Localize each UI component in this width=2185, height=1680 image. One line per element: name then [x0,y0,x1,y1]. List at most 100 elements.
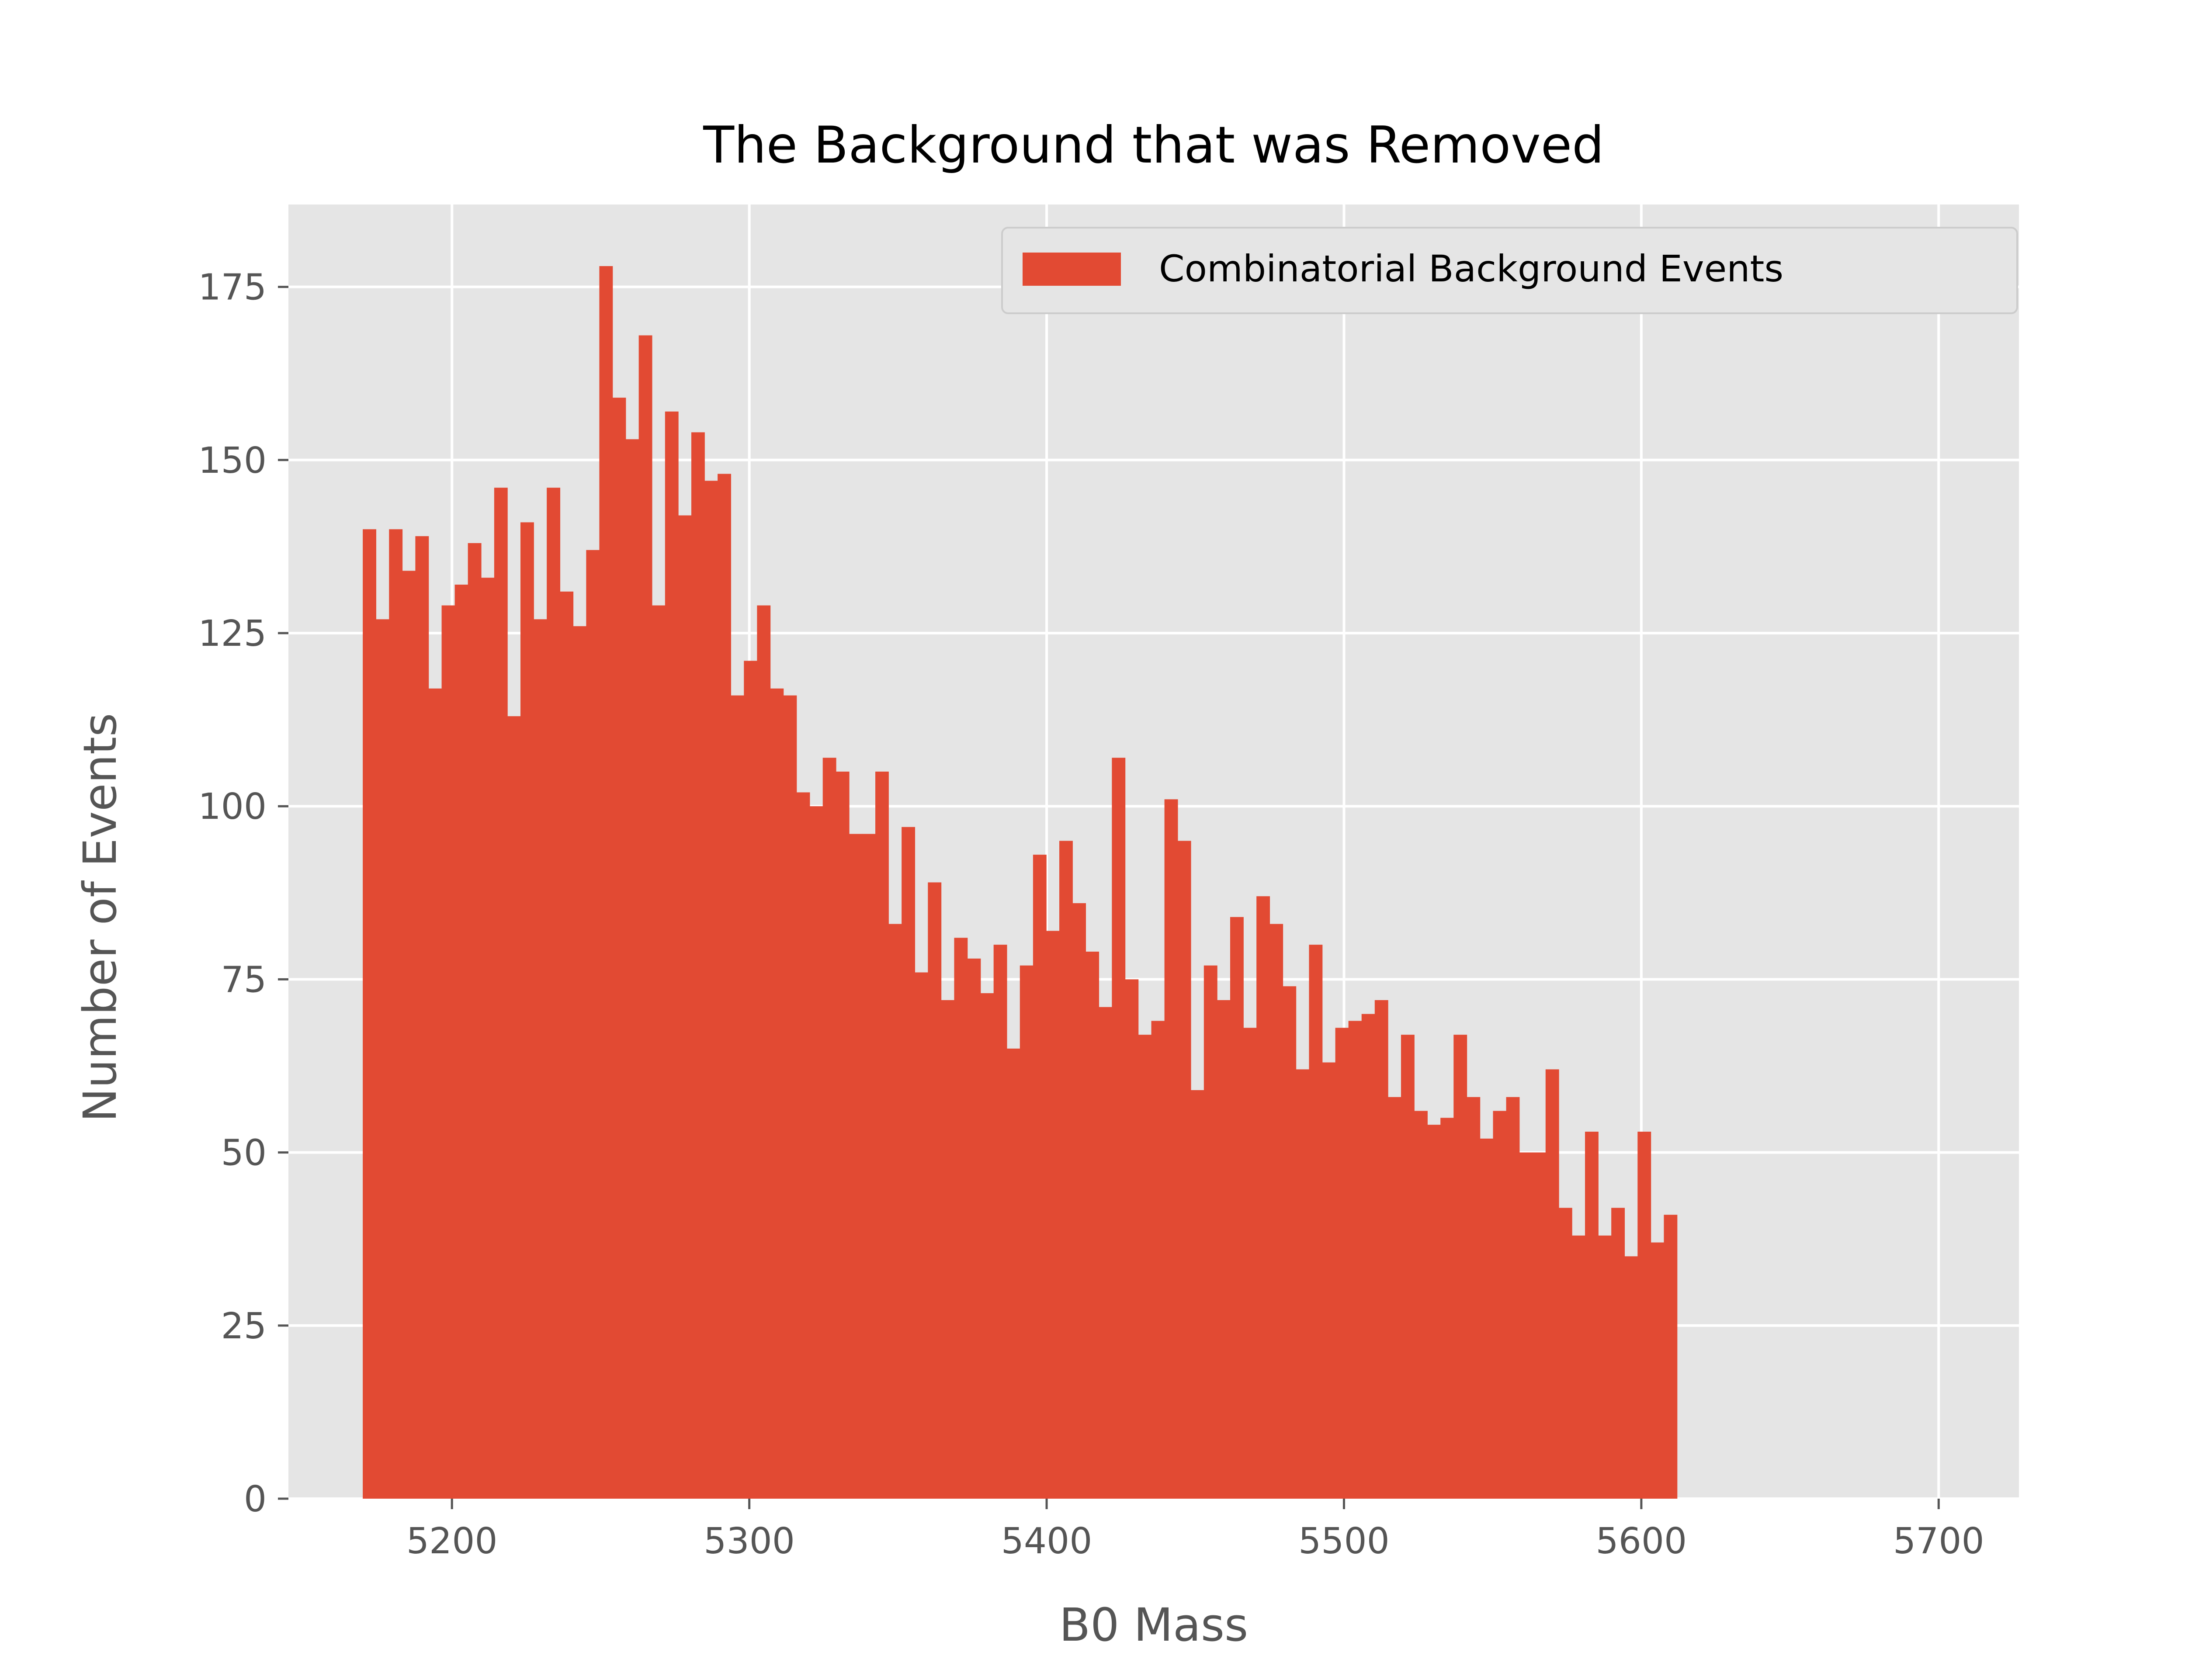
histogram-bar [612,398,626,1499]
histogram-bar [731,695,745,1499]
histogram-bar [1243,1028,1257,1499]
histogram-bar [902,827,916,1499]
histogram-bar [862,834,876,1499]
y-tick-label: 100 [198,786,267,828]
histogram-bar [849,834,863,1499]
histogram-bar [665,411,679,1499]
histogram-bar [1611,1208,1625,1499]
histogram-bar [1335,1028,1349,1499]
x-axis-ticks: 5200 5300 5400 5500 5600 5700 [406,1499,1984,1562]
histogram-bar [560,591,574,1499]
histogram-bar [1519,1152,1533,1499]
histogram-bar [363,529,376,1499]
legend: Combinatorial Background Events [1001,227,2018,314]
histogram-bar [809,806,823,1499]
histogram-bar [415,536,429,1499]
histogram-bar [718,474,731,1499]
histogram-bar [547,488,561,1499]
histogram-bar [1480,1138,1494,1499]
chart-title: The Background that was Removed [703,116,1604,175]
histogram-bar [1624,1256,1638,1499]
histogram-bar [468,543,482,1499]
histogram-bar [757,605,771,1499]
histogram-bar [1177,841,1191,1499]
histogram-bar [1532,1152,1546,1499]
legend-frame [1001,227,2018,314]
legend-label: Combinatorial Background Events [1159,247,1783,290]
histogram-bar [836,771,850,1499]
histogram-bar [1006,1048,1020,1499]
histogram-bar [954,938,968,1499]
histogram-bar [1112,758,1126,1499]
histogram-bar [1296,1069,1310,1499]
histogram-bar [1203,965,1217,1499]
y-tick-label: 75 [221,959,267,1001]
histogram-bar [599,266,613,1499]
histogram-bar [1545,1069,1559,1499]
y-axis-ticks: 0 25 50 75 100 125 150 175 [198,267,288,1520]
histogram-bar [941,1000,955,1499]
x-tick-label: 5400 [1001,1521,1092,1562]
histogram-bars [363,266,1678,1499]
histogram-bar [1598,1235,1612,1499]
histogram-bar [993,945,1007,1499]
histogram-bar [1427,1125,1441,1499]
histogram-bar [1401,1035,1415,1499]
histogram-bar [1230,917,1244,1499]
histogram-bar [1059,841,1073,1499]
histogram-bar [1585,1132,1599,1499]
histogram-bar [928,882,942,1499]
histogram-bar [704,481,718,1499]
x-tick-label: 5500 [1298,1521,1390,1562]
x-tick-label: 5200 [406,1521,498,1562]
histogram-bar [428,688,442,1499]
histogram-bar [441,605,455,1499]
histogram-bar [1440,1118,1454,1499]
histogram-bar [1269,924,1283,1499]
y-tick-label: 150 [198,440,267,481]
histogram-bar [494,488,508,1499]
histogram-bar [625,439,639,1499]
histogram-bar [652,605,666,1499]
histogram-bar [1283,986,1297,1499]
histogram-bar [638,335,652,1499]
histogram-bar [1256,896,1270,1499]
histogram-bar [534,619,547,1499]
histogram-bar [1558,1208,1572,1499]
histogram-bar [1637,1132,1651,1499]
histogram-bar [1151,1021,1165,1499]
histogram-bar [1506,1097,1520,1499]
histogram-bar [586,550,600,1499]
y-tick-label: 50 [221,1133,267,1174]
histogram-bar [1651,1242,1665,1499]
histogram-bar [744,661,758,1499]
histogram-bar [402,571,416,1499]
histogram-bar [796,792,810,1499]
histogram-bar [573,626,587,1499]
histogram-bar [888,924,902,1499]
histogram-bar [1309,945,1323,1499]
x-tick-label: 5300 [704,1521,795,1562]
histogram-bar [1138,1035,1152,1499]
y-axis-label: Number of Events [73,713,127,1122]
histogram-bar [454,585,468,1499]
histogram-bar [520,522,534,1499]
histogram-bar [1020,965,1034,1499]
histogram-bar [1467,1097,1481,1499]
histogram-bar [1664,1215,1678,1499]
histogram-bar [1493,1111,1507,1499]
x-axis-label: B0 Mass [1059,1598,1248,1652]
histogram-bar [1099,1007,1113,1499]
histogram-bar [1164,799,1178,1499]
histogram-bar [1046,931,1060,1499]
histogram-bar [1086,952,1099,1499]
histogram-bar [1571,1235,1585,1499]
histogram-bar [822,758,836,1499]
histogram-bar [1190,1090,1204,1499]
histogram-bar [376,619,390,1499]
legend-swatch [1023,253,1121,286]
y-tick-label: 175 [198,267,267,308]
x-tick-label: 5600 [1596,1521,1687,1562]
histogram-bar [691,432,705,1499]
